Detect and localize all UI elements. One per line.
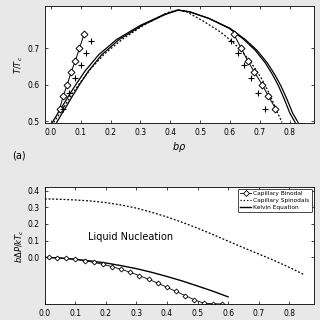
Text: Liquid Nucleation: Liquid Nucleation [88, 232, 173, 242]
Y-axis label: $b\Delta P/kT_c$: $b\Delta P/kT_c$ [14, 228, 27, 263]
X-axis label: $b\rho$: $b\rho$ [172, 140, 186, 154]
Text: (a): (a) [12, 150, 26, 160]
Y-axis label: $T/T_c$: $T/T_c$ [12, 56, 25, 74]
Legend: Capillary Binodal, Capillary Spinodals, Kelvin Equation: Capillary Binodal, Capillary Spinodals, … [238, 189, 312, 212]
